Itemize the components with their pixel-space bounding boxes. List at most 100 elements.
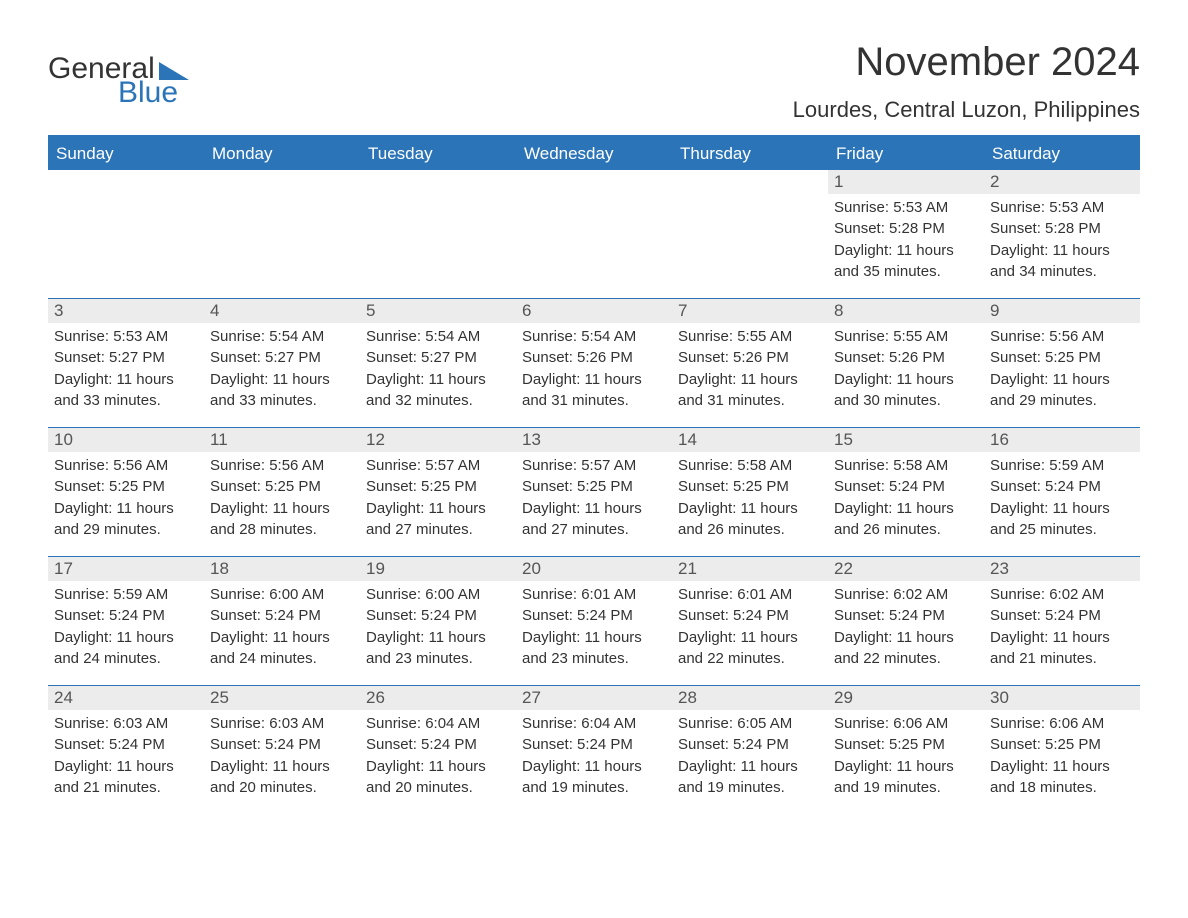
daylight-line-2: and 19 minutes.: [834, 778, 978, 798]
daylight-line-1: Daylight: 11 hours: [210, 628, 354, 648]
daylight-line-1: Daylight: 11 hours: [834, 241, 978, 261]
day-details: Sunrise: 6:04 AMSunset: 5:24 PMDaylight:…: [360, 710, 516, 809]
day-number: 19: [360, 557, 516, 581]
daylight-line-1: Daylight: 11 hours: [366, 628, 510, 648]
daylight-line-2: and 33 minutes.: [54, 391, 198, 411]
sunrise-line: Sunrise: 6:04 AM: [522, 714, 666, 734]
sunset-line: Sunset: 5:28 PM: [990, 219, 1134, 239]
sunset-line: Sunset: 5:27 PM: [210, 348, 354, 368]
day-details: Sunrise: 5:56 AMSunset: 5:25 PMDaylight:…: [984, 323, 1140, 422]
day-number: 20: [516, 557, 672, 581]
weekday-thursday: Thursday: [672, 138, 828, 170]
daylight-line-1: Daylight: 11 hours: [990, 499, 1134, 519]
daylight-line-1: Daylight: 11 hours: [990, 628, 1134, 648]
sunset-line: Sunset: 5:25 PM: [678, 477, 822, 497]
sunrise-line: Sunrise: 5:54 AM: [210, 327, 354, 347]
sunrise-line: Sunrise: 6:00 AM: [210, 585, 354, 605]
day-details: Sunrise: 5:53 AMSunset: 5:27 PMDaylight:…: [48, 323, 204, 422]
daylight-line-2: and 18 minutes.: [990, 778, 1134, 798]
daylight-line-1: Daylight: 11 hours: [834, 628, 978, 648]
sunrise-line: Sunrise: 5:56 AM: [54, 456, 198, 476]
sunset-line: Sunset: 5:25 PM: [990, 348, 1134, 368]
day-number: 27: [516, 686, 672, 710]
daylight-line-2: and 26 minutes.: [678, 520, 822, 540]
day-details: Sunrise: 5:57 AMSunset: 5:25 PMDaylight:…: [516, 452, 672, 551]
sunrise-line: Sunrise: 5:57 AM: [366, 456, 510, 476]
day-empty: [204, 170, 360, 298]
day-number: 24: [48, 686, 204, 710]
sunset-line: Sunset: 5:24 PM: [366, 735, 510, 755]
day-number: 1: [828, 170, 984, 194]
day-cell: 3Sunrise: 5:53 AMSunset: 5:27 PMDaylight…: [48, 299, 204, 427]
sunrise-line: Sunrise: 5:59 AM: [990, 456, 1134, 476]
daylight-line-2: and 29 minutes.: [54, 520, 198, 540]
day-cell: 2Sunrise: 5:53 AMSunset: 5:28 PMDaylight…: [984, 170, 1140, 298]
sunrise-line: Sunrise: 5:54 AM: [522, 327, 666, 347]
daylight-line-1: Daylight: 11 hours: [522, 757, 666, 777]
daylight-line-2: and 22 minutes.: [834, 649, 978, 669]
daylight-line-2: and 35 minutes.: [834, 262, 978, 282]
weekday-friday: Friday: [828, 138, 984, 170]
day-details: Sunrise: 6:00 AMSunset: 5:24 PMDaylight:…: [360, 581, 516, 680]
day-number: 26: [360, 686, 516, 710]
location: Lourdes, Central Luzon, Philippines: [793, 97, 1140, 123]
day-number: 16: [984, 428, 1140, 452]
sunset-line: Sunset: 5:27 PM: [366, 348, 510, 368]
daylight-line-1: Daylight: 11 hours: [366, 499, 510, 519]
day-details: Sunrise: 6:04 AMSunset: 5:24 PMDaylight:…: [516, 710, 672, 809]
day-number: 28: [672, 686, 828, 710]
daylight-line-1: Daylight: 11 hours: [366, 370, 510, 390]
sunrise-line: Sunrise: 6:04 AM: [366, 714, 510, 734]
daylight-line-2: and 27 minutes.: [366, 520, 510, 540]
brand-word2: Blue: [118, 76, 189, 110]
day-cell: 24Sunrise: 6:03 AMSunset: 5:24 PMDayligh…: [48, 686, 204, 814]
day-details: Sunrise: 6:01 AMSunset: 5:24 PMDaylight:…: [516, 581, 672, 680]
brand-logo: General Blue: [48, 52, 189, 110]
day-cell: 4Sunrise: 5:54 AMSunset: 5:27 PMDaylight…: [204, 299, 360, 427]
day-details: Sunrise: 5:57 AMSunset: 5:25 PMDaylight:…: [360, 452, 516, 551]
sunset-line: Sunset: 5:24 PM: [990, 477, 1134, 497]
day-cell: 15Sunrise: 5:58 AMSunset: 5:24 PMDayligh…: [828, 428, 984, 556]
day-number: 21: [672, 557, 828, 581]
daylight-line-2: and 33 minutes.: [210, 391, 354, 411]
day-number: 2: [984, 170, 1140, 194]
day-cell: 11Sunrise: 5:56 AMSunset: 5:25 PMDayligh…: [204, 428, 360, 556]
header: General Blue November 2024 Lourdes, Cent…: [48, 40, 1140, 123]
daylight-line-1: Daylight: 11 hours: [54, 628, 198, 648]
day-number: 13: [516, 428, 672, 452]
sunset-line: Sunset: 5:24 PM: [522, 606, 666, 626]
sunset-line: Sunset: 5:24 PM: [54, 606, 198, 626]
sunset-line: Sunset: 5:24 PM: [834, 606, 978, 626]
daylight-line-2: and 24 minutes.: [54, 649, 198, 669]
sunset-line: Sunset: 5:24 PM: [990, 606, 1134, 626]
day-details: Sunrise: 6:00 AMSunset: 5:24 PMDaylight:…: [204, 581, 360, 680]
daylight-line-2: and 26 minutes.: [834, 520, 978, 540]
daylight-line-1: Daylight: 11 hours: [834, 757, 978, 777]
daylight-line-1: Daylight: 11 hours: [54, 499, 198, 519]
daylight-line-1: Daylight: 11 hours: [834, 499, 978, 519]
daylight-line-1: Daylight: 11 hours: [990, 757, 1134, 777]
day-cell: 5Sunrise: 5:54 AMSunset: 5:27 PMDaylight…: [360, 299, 516, 427]
day-details: Sunrise: 6:06 AMSunset: 5:25 PMDaylight:…: [984, 710, 1140, 809]
sunset-line: Sunset: 5:24 PM: [678, 735, 822, 755]
week-row: 1Sunrise: 5:53 AMSunset: 5:28 PMDaylight…: [48, 170, 1140, 298]
daylight-line-2: and 19 minutes.: [678, 778, 822, 798]
daylight-line-1: Daylight: 11 hours: [678, 370, 822, 390]
day-details: Sunrise: 5:55 AMSunset: 5:26 PMDaylight:…: [828, 323, 984, 422]
daylight-line-1: Daylight: 11 hours: [522, 370, 666, 390]
day-number: 10: [48, 428, 204, 452]
day-number: 18: [204, 557, 360, 581]
day-number: 3: [48, 299, 204, 323]
day-cell: 10Sunrise: 5:56 AMSunset: 5:25 PMDayligh…: [48, 428, 204, 556]
daylight-line-1: Daylight: 11 hours: [678, 628, 822, 648]
daylight-line-2: and 31 minutes.: [678, 391, 822, 411]
daylight-line-2: and 23 minutes.: [366, 649, 510, 669]
sunset-line: Sunset: 5:26 PM: [834, 348, 978, 368]
title-block: November 2024 Lourdes, Central Luzon, Ph…: [793, 40, 1140, 123]
daylight-line-1: Daylight: 11 hours: [678, 757, 822, 777]
day-cell: 29Sunrise: 6:06 AMSunset: 5:25 PMDayligh…: [828, 686, 984, 814]
day-cell: 18Sunrise: 6:00 AMSunset: 5:24 PMDayligh…: [204, 557, 360, 685]
day-details: Sunrise: 5:53 AMSunset: 5:28 PMDaylight:…: [828, 194, 984, 293]
daylight-line-2: and 19 minutes.: [522, 778, 666, 798]
day-cell: 19Sunrise: 6:00 AMSunset: 5:24 PMDayligh…: [360, 557, 516, 685]
